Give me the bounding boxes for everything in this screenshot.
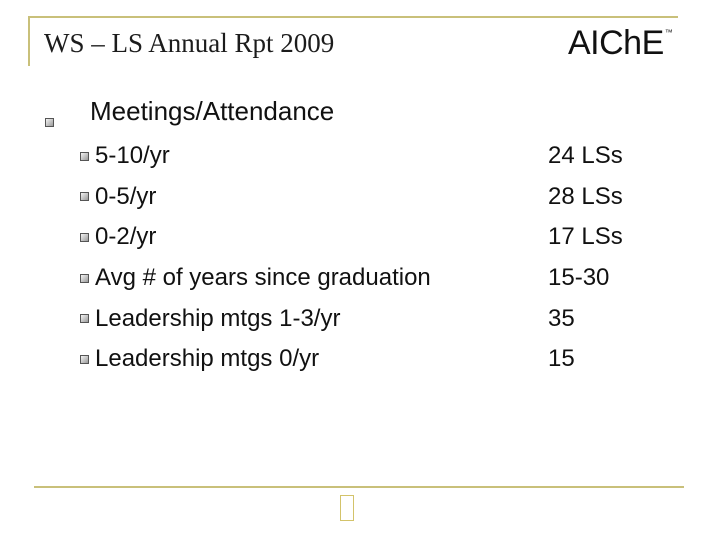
left-border-line bbox=[28, 16, 30, 66]
top-border-line bbox=[28, 16, 678, 18]
list-item: Avg # of years since graduation bbox=[80, 258, 431, 299]
list-item: 0-5/yr bbox=[80, 177, 431, 218]
footer-divider bbox=[34, 486, 684, 488]
list-item-label: Avg # of years since graduation bbox=[95, 264, 431, 292]
list-item-label: 5-10/yr bbox=[95, 142, 170, 170]
section-heading: Meetings/Attendance bbox=[90, 96, 335, 126]
list-item: 5-10/yr bbox=[80, 136, 431, 177]
sub-bullet-icon bbox=[80, 151, 89, 161]
value-column: 24 LSs 28 LSs 17 LSs 15-30 35 15 bbox=[548, 136, 623, 380]
list-item: 0-2/yr bbox=[80, 217, 431, 258]
logo-text: AIChE bbox=[568, 24, 664, 62]
list-item-value: 28 LSs bbox=[548, 182, 623, 210]
list-item-label: Leadership mtgs 1-3/yr bbox=[95, 304, 341, 332]
list-item-value: 35 bbox=[548, 304, 575, 332]
list-item-label: 0-2/yr bbox=[95, 223, 157, 251]
slide-title: WS – LS Annual Rpt 2009 bbox=[44, 28, 335, 58]
list-item-value: 15 bbox=[548, 345, 575, 373]
footer-placeholder-icon bbox=[340, 495, 354, 521]
aiche-logo: AIChE™ bbox=[568, 24, 673, 63]
sub-bullet-icon bbox=[80, 192, 89, 202]
sub-bullet-icon bbox=[80, 354, 89, 364]
list-item-value: 24 LSs bbox=[548, 142, 623, 170]
main-bullet-icon bbox=[45, 118, 54, 127]
list-item-label: 0-5/yr bbox=[95, 182, 157, 210]
list-item: Leadership mtgs 1-3/yr bbox=[80, 298, 431, 339]
list-item-value: 15-30 bbox=[548, 264, 610, 292]
list-item-label: Leadership mtgs 0/yr bbox=[95, 345, 320, 373]
logo-trademark: ™ bbox=[664, 28, 673, 37]
sub-bullet-icon bbox=[80, 232, 89, 242]
sub-bullet-icon bbox=[80, 273, 89, 283]
list-item-value: 17 LSs bbox=[548, 223, 623, 251]
list-item: Leadership mtgs 0/yr bbox=[80, 339, 431, 380]
attendance-list: 5-10/yr 0-5/yr 0-2/yr Avg # of years sin… bbox=[80, 136, 431, 380]
sub-bullet-icon bbox=[80, 314, 89, 324]
